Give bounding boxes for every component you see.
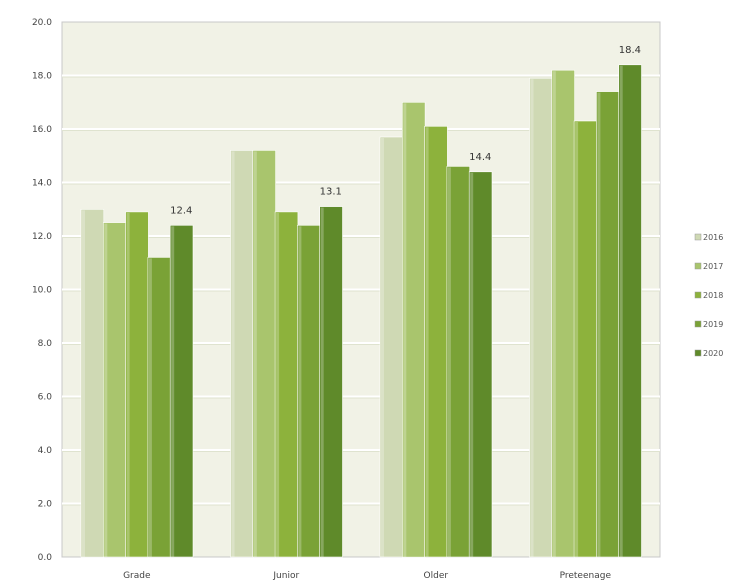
data-label: 12.4 — [170, 205, 192, 216]
legend-swatch — [694, 233, 702, 241]
x-category-label: Junior — [272, 571, 299, 581]
y-tick-label: 2.0 — [38, 500, 53, 510]
y-tick-label: 0.0 — [38, 553, 53, 563]
legend-label: 2017 — [703, 262, 723, 271]
y-tick-label: 4.0 — [38, 446, 53, 456]
bars — [80, 64, 642, 558]
y-axis-ticks: 0.0 2.0 4.0 6.0 8.0 10.0 12.0 14.0 16.0 18.0 20.0 — [32, 18, 52, 563]
bar-highlight — [126, 212, 130, 557]
y-tick-label: 8.0 — [38, 339, 53, 349]
y-tick-label: 10.0 — [32, 286, 52, 296]
bar-highlight — [597, 92, 601, 557]
data-label: 18.4 — [619, 45, 641, 56]
bar-highlight — [231, 151, 235, 557]
legend-label: 2018 — [703, 291, 723, 300]
bar-highlight — [82, 210, 85, 558]
legend-swatch — [694, 349, 702, 357]
y-tick-label: 6.0 — [38, 393, 53, 403]
bar-highlight — [425, 127, 429, 558]
x-axis-categories: Grade Junior Older Preteenage — [123, 571, 611, 581]
x-category-label: Older — [424, 571, 449, 581]
bar-highlight — [276, 212, 280, 557]
bar-2020-junior — [319, 206, 343, 558]
bar-2020-preteenage — [618, 64, 642, 558]
legend-label: 2019 — [703, 320, 723, 329]
bar-highlight — [253, 151, 257, 557]
bar-highlight — [470, 172, 474, 558]
legend-swatch — [694, 320, 702, 328]
data-label: 13.1 — [320, 187, 342, 198]
bar-highlight — [552, 71, 556, 557]
bar-highlight — [171, 226, 175, 558]
y-tick-label: 14.0 — [32, 179, 52, 189]
bar-highlight — [575, 122, 579, 557]
legend: 2016 2017 2018 2019 2020 — [694, 233, 723, 358]
legend-label: 2016 — [703, 233, 723, 242]
bar-2020-grade — [169, 225, 194, 558]
bar-highlight — [104, 223, 108, 557]
bar-highlight — [148, 258, 152, 557]
y-tick-label: 18.0 — [32, 72, 52, 82]
bar-highlight — [298, 226, 302, 558]
y-tick-label: 20.0 — [32, 18, 52, 28]
legend-label: 2020 — [703, 349, 723, 358]
bar-highlight — [403, 103, 407, 558]
bar-highlight — [447, 167, 451, 557]
data-labels: 12.4 13.1 14.4 18.4 — [170, 45, 641, 217]
bar-highlight — [381, 138, 384, 557]
legend-swatch — [694, 291, 702, 299]
y-tick-label: 12.0 — [32, 232, 52, 242]
legend-swatch — [694, 262, 702, 270]
y-tick-label: 16.0 — [32, 125, 52, 135]
bar-highlight — [530, 79, 534, 557]
data-label: 14.4 — [469, 152, 491, 163]
x-category-label: Preteenage — [560, 571, 612, 581]
bar-highlight — [320, 207, 324, 557]
bar-highlight — [619, 65, 623, 558]
bar-2020-older — [468, 171, 493, 558]
x-category-label: Grade — [123, 571, 151, 581]
